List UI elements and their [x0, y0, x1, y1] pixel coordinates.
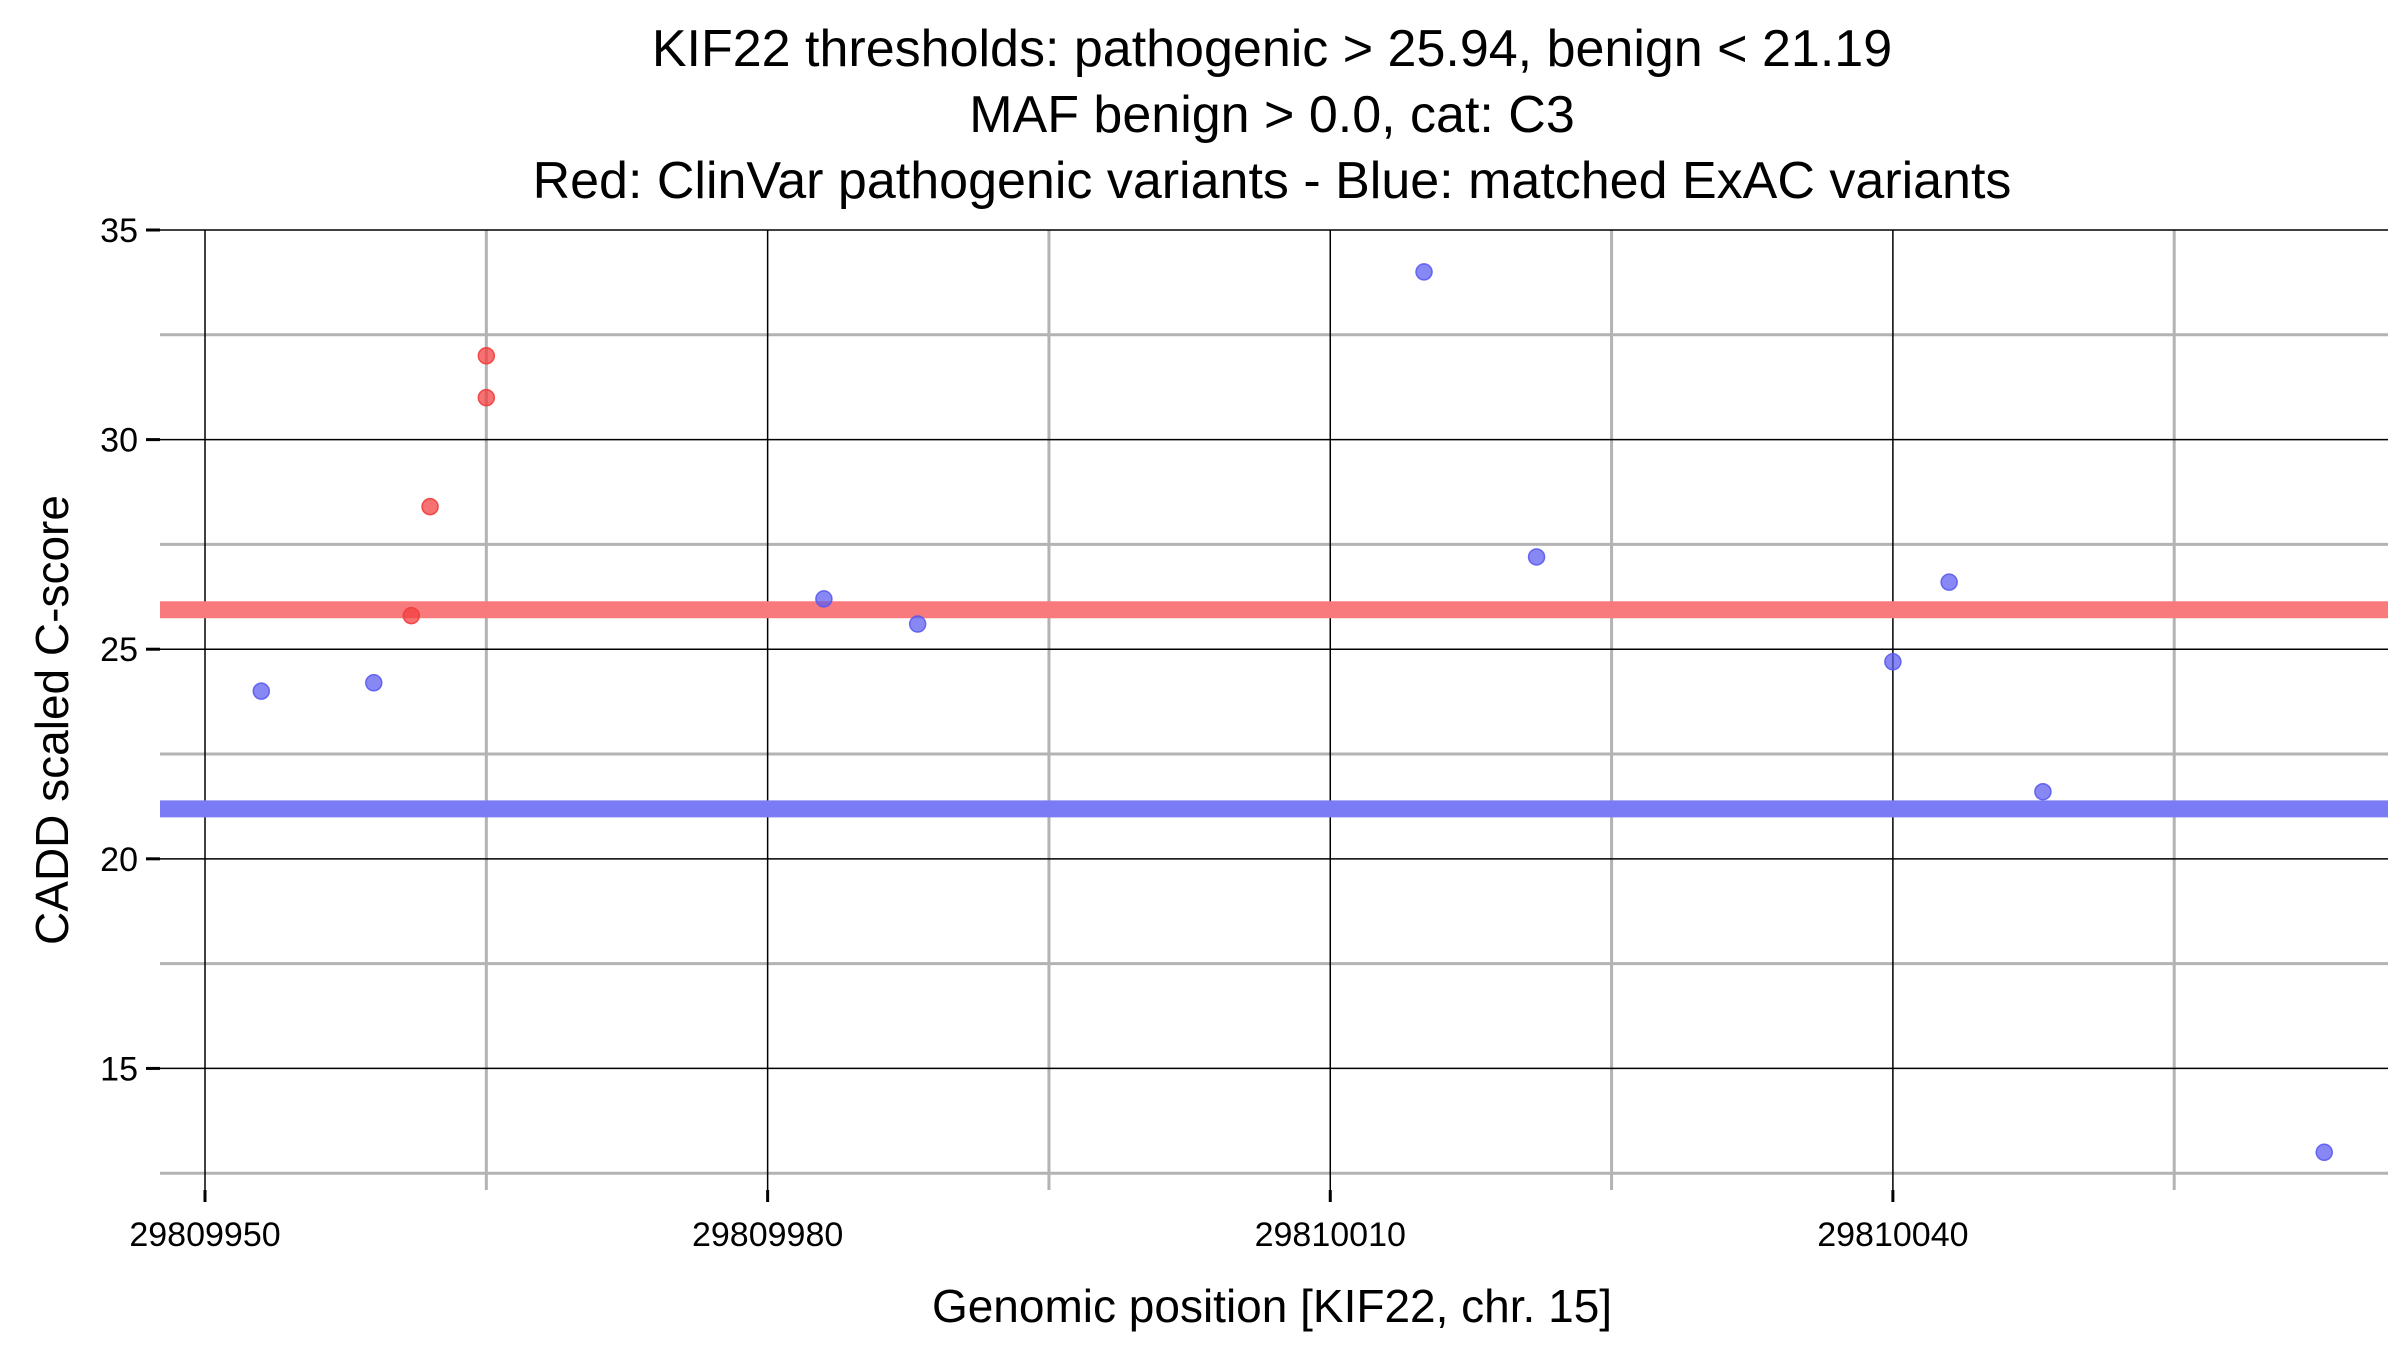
data-points	[252, 263, 2333, 1162]
minor-grid	[160, 230, 2388, 1190]
y-tick-label: 25	[100, 631, 138, 669]
pathogenic-point	[421, 497, 439, 516]
chart-title-line-1: KIF22 thresholds: pathogenic > 25.94, be…	[652, 20, 1892, 78]
x-tick-label: 29810010	[1255, 1216, 1406, 1254]
pathogenic-point	[402, 606, 421, 625]
x-tick-label: 29809950	[129, 1216, 280, 1254]
y-tick-label: 35	[100, 212, 138, 250]
exac-point	[1940, 573, 1958, 591]
exac-point	[1884, 653, 1902, 671]
exac-point	[815, 590, 833, 608]
exac-point	[2034, 782, 2052, 801]
y-axis-title: CADD scaled C-score	[26, 495, 78, 945]
exac-point	[1415, 263, 1433, 281]
x-axis-title: Genomic position [KIF22, chr. 15]	[932, 1280, 1612, 1332]
y-tick-label: 20	[100, 841, 138, 879]
pathogenic-point	[477, 388, 496, 407]
exac-point	[2315, 1143, 2333, 1162]
chart-title: KIF22 thresholds: pathogenic > 25.94, be…	[533, 20, 2012, 210]
y-tick-label: 15	[100, 1050, 138, 1088]
y-tick-label: 30	[100, 422, 138, 460]
chart-title-line-2: MAF benign > 0.0, cat: C3	[969, 86, 1575, 144]
exac-point	[1527, 548, 1546, 566]
x-tick-label: 29809980	[692, 1216, 843, 1254]
major-grid	[160, 229, 2388, 1190]
threshold-lines	[160, 601, 2388, 818]
chart-title-line-3: Red: ClinVar pathogenic variants - Blue:…	[533, 152, 2012, 210]
exac-point	[908, 615, 927, 633]
exac-point	[252, 682, 271, 700]
exac-point	[365, 674, 383, 692]
pathogenic-point	[477, 347, 496, 365]
x-axis: 29809950 29809980 29810010 29810040	[129, 1190, 1969, 1254]
x-tick-label: 29810040	[1817, 1216, 1968, 1254]
y-axis: 15 20 25 30 35	[100, 212, 160, 1088]
